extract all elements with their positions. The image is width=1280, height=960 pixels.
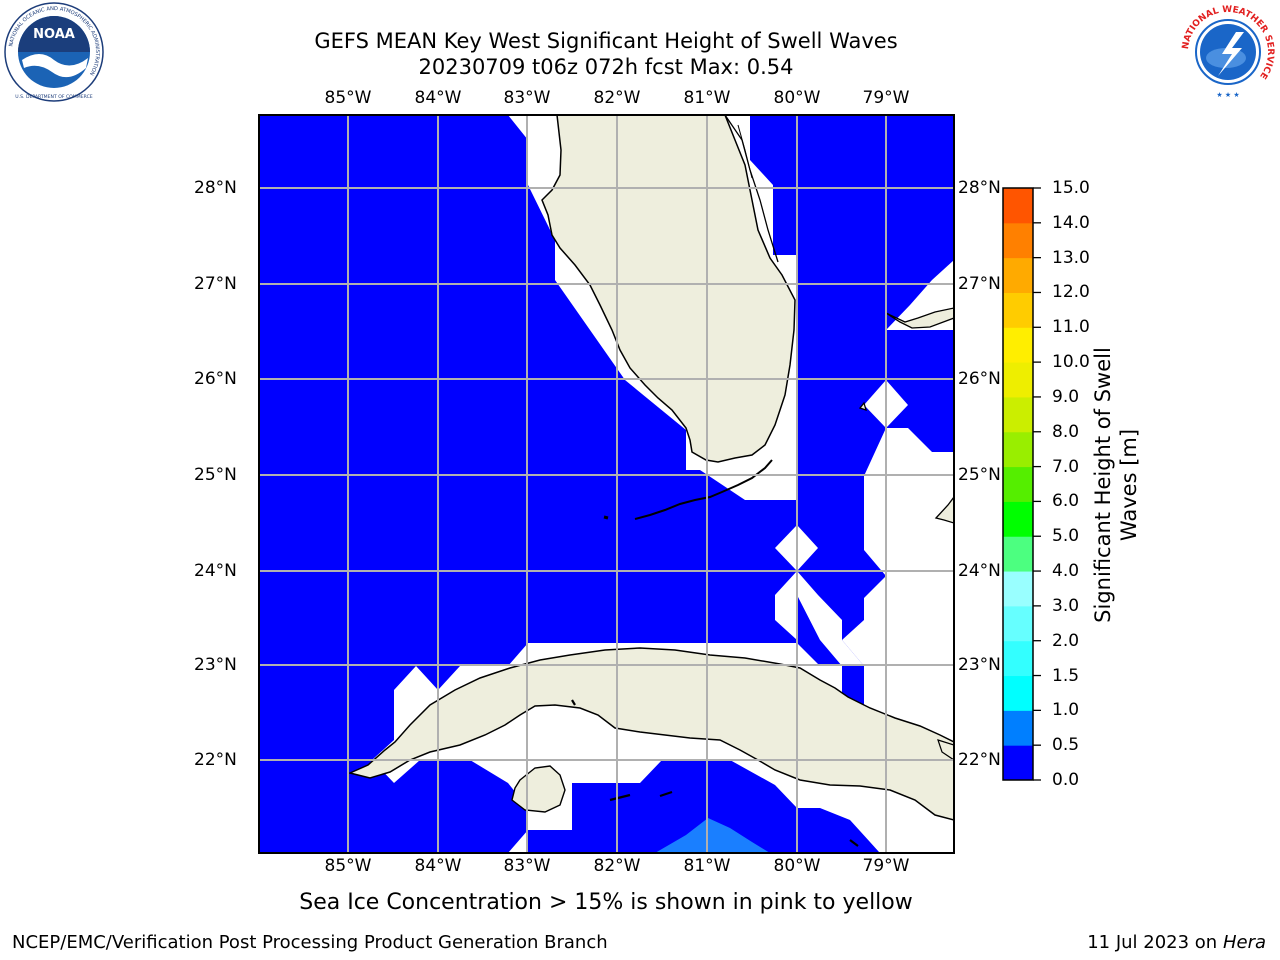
colorbar-tick-label: 4.0 <box>1052 561 1080 582</box>
colorbar-bin <box>1003 257 1033 293</box>
colorbar-bin <box>1003 222 1033 259</box>
colorbar-tick-label: 11.0 <box>1052 317 1090 338</box>
lon-label: 79°W <box>862 88 910 108</box>
footer-date-text: 11 Jul 2023 on <box>1087 932 1223 953</box>
lat-label: 23°N <box>958 655 1001 675</box>
colorbar-tick-label: 1.0 <box>1052 700 1080 721</box>
lat-label: 27°N <box>958 274 1001 294</box>
graticule <box>259 115 954 853</box>
map-panel <box>259 115 954 853</box>
colorbar-bin <box>1003 536 1033 572</box>
colorbar-tick-label: 8.0 <box>1052 421 1080 442</box>
lon-label: 83°W <box>503 88 551 108</box>
colorbar-tick-label: 2.0 <box>1052 630 1080 651</box>
lat-label: 22°N <box>958 750 1001 770</box>
lon-label: 80°W <box>773 856 821 876</box>
svg-text:U.S. DEPARTMENT OF COMMERCE: U.S. DEPARTMENT OF COMMERCE <box>15 94 92 100</box>
colorbar-tick-label: 7.0 <box>1052 456 1080 477</box>
colorbar-title: Significant Height of Swell Waves [m] <box>1090 325 1142 645</box>
lat-label: 22°N <box>194 750 237 770</box>
lat-label: 26°N <box>194 369 237 389</box>
colorbar-bin <box>1003 710 1033 746</box>
colorbar-tick-label: 0.0 <box>1052 770 1080 790</box>
colorbar-tick-label: 10.0 <box>1052 352 1090 373</box>
chart-subtitle: 20230709 t06z 072h fcst Max: 0.54 <box>418 55 794 79</box>
svg-text:NOAA: NOAA <box>33 27 75 42</box>
colorbar-bin <box>1003 745 1033 781</box>
colorbar-tick-label: 13.0 <box>1052 247 1090 268</box>
map-frame <box>258 114 955 854</box>
lat-label: 25°N <box>194 465 237 485</box>
lat-label: 28°N <box>194 178 237 198</box>
lon-label: 83°W <box>503 856 551 876</box>
noaa-logo: NOAA NATIONAL OCEANIC AND ATMOSPHERIC AD… <box>4 2 104 102</box>
lat-label: 23°N <box>194 655 237 675</box>
colorbar-tick-label: 3.0 <box>1052 595 1080 616</box>
colorbar-tick-label: 1.5 <box>1052 665 1080 686</box>
colorbar-bin <box>1003 396 1033 433</box>
colorbar-tick-label: 5.0 <box>1052 526 1080 547</box>
florida-landmass <box>541 115 796 463</box>
lat-label: 24°N <box>958 561 1001 581</box>
footer-host: Hera <box>1222 932 1266 953</box>
colorbar-frame <box>1002 187 1034 781</box>
lon-label: 82°W <box>593 88 641 108</box>
colorbar-bin <box>1003 640 1033 677</box>
colorbar-tick-label: 0.5 <box>1052 735 1080 756</box>
cuba-landmass <box>347 647 954 821</box>
footer-credit: NCEP/EMC/Verification Post Processing Pr… <box>12 932 608 953</box>
colorbar-bin <box>1003 675 1033 711</box>
colorbar-tick-label: 14.0 <box>1052 212 1090 233</box>
svg-text:★ ★ ★: ★ ★ ★ <box>1216 91 1239 99</box>
lon-label: 81°W <box>683 88 731 108</box>
colorbar <box>1003 188 1033 781</box>
colorbar-tick-label: 6.0 <box>1052 491 1080 512</box>
sea-ice-note: Sea Ice Concentration > 15% is shown in … <box>299 890 913 915</box>
colorbar-bin <box>1003 501 1033 537</box>
lon-label: 82°W <box>593 856 641 876</box>
colorbar-tick-label: 12.0 <box>1052 282 1090 303</box>
colorbar-bin <box>1003 431 1033 468</box>
small-islands <box>571 699 859 847</box>
chart-title: GEFS MEAN Key West Significant Height of… <box>314 29 898 53</box>
lon-label: 85°W <box>324 88 372 108</box>
colorbar-bin <box>1003 188 1033 224</box>
colorbar-bin <box>1003 327 1033 363</box>
lon-label: 81°W <box>683 856 731 876</box>
footer-date: 11 Jul 2023 on Hera <box>1087 932 1266 953</box>
lon-label: 84°W <box>414 88 462 108</box>
lat-label: 24°N <box>194 561 237 581</box>
isla-juventud <box>511 765 566 813</box>
colorbar-title-line1: Significant Height of Swell <box>1091 347 1115 623</box>
swell-0p5-1m <box>655 818 770 853</box>
colorbar-bin <box>1003 605 1033 642</box>
lon-label: 80°W <box>773 88 821 108</box>
colorbar-bin <box>1003 362 1033 398</box>
lon-label: 84°W <box>414 856 462 876</box>
nws-logo: NATIONAL WEATHER SERVICE ★ ★ ★ <box>1180 4 1276 100</box>
lon-label: 85°W <box>324 856 372 876</box>
colorbar-tick-label: 15.0 <box>1052 178 1090 198</box>
colorbar-tick-label: 9.0 <box>1052 386 1080 407</box>
lon-label: 79°W <box>862 856 910 876</box>
colorbar-bin <box>1003 466 1033 502</box>
lat-label: 28°N <box>958 178 1001 198</box>
bahamas-islands <box>858 307 954 524</box>
colorbar-title-line2: Waves [m] <box>1117 428 1141 542</box>
colorbar-bin <box>1003 571 1033 607</box>
lat-label: 27°N <box>194 274 237 294</box>
lat-label: 25°N <box>958 465 1001 485</box>
lat-label: 26°N <box>958 369 1001 389</box>
colorbar-bin <box>1003 292 1033 328</box>
